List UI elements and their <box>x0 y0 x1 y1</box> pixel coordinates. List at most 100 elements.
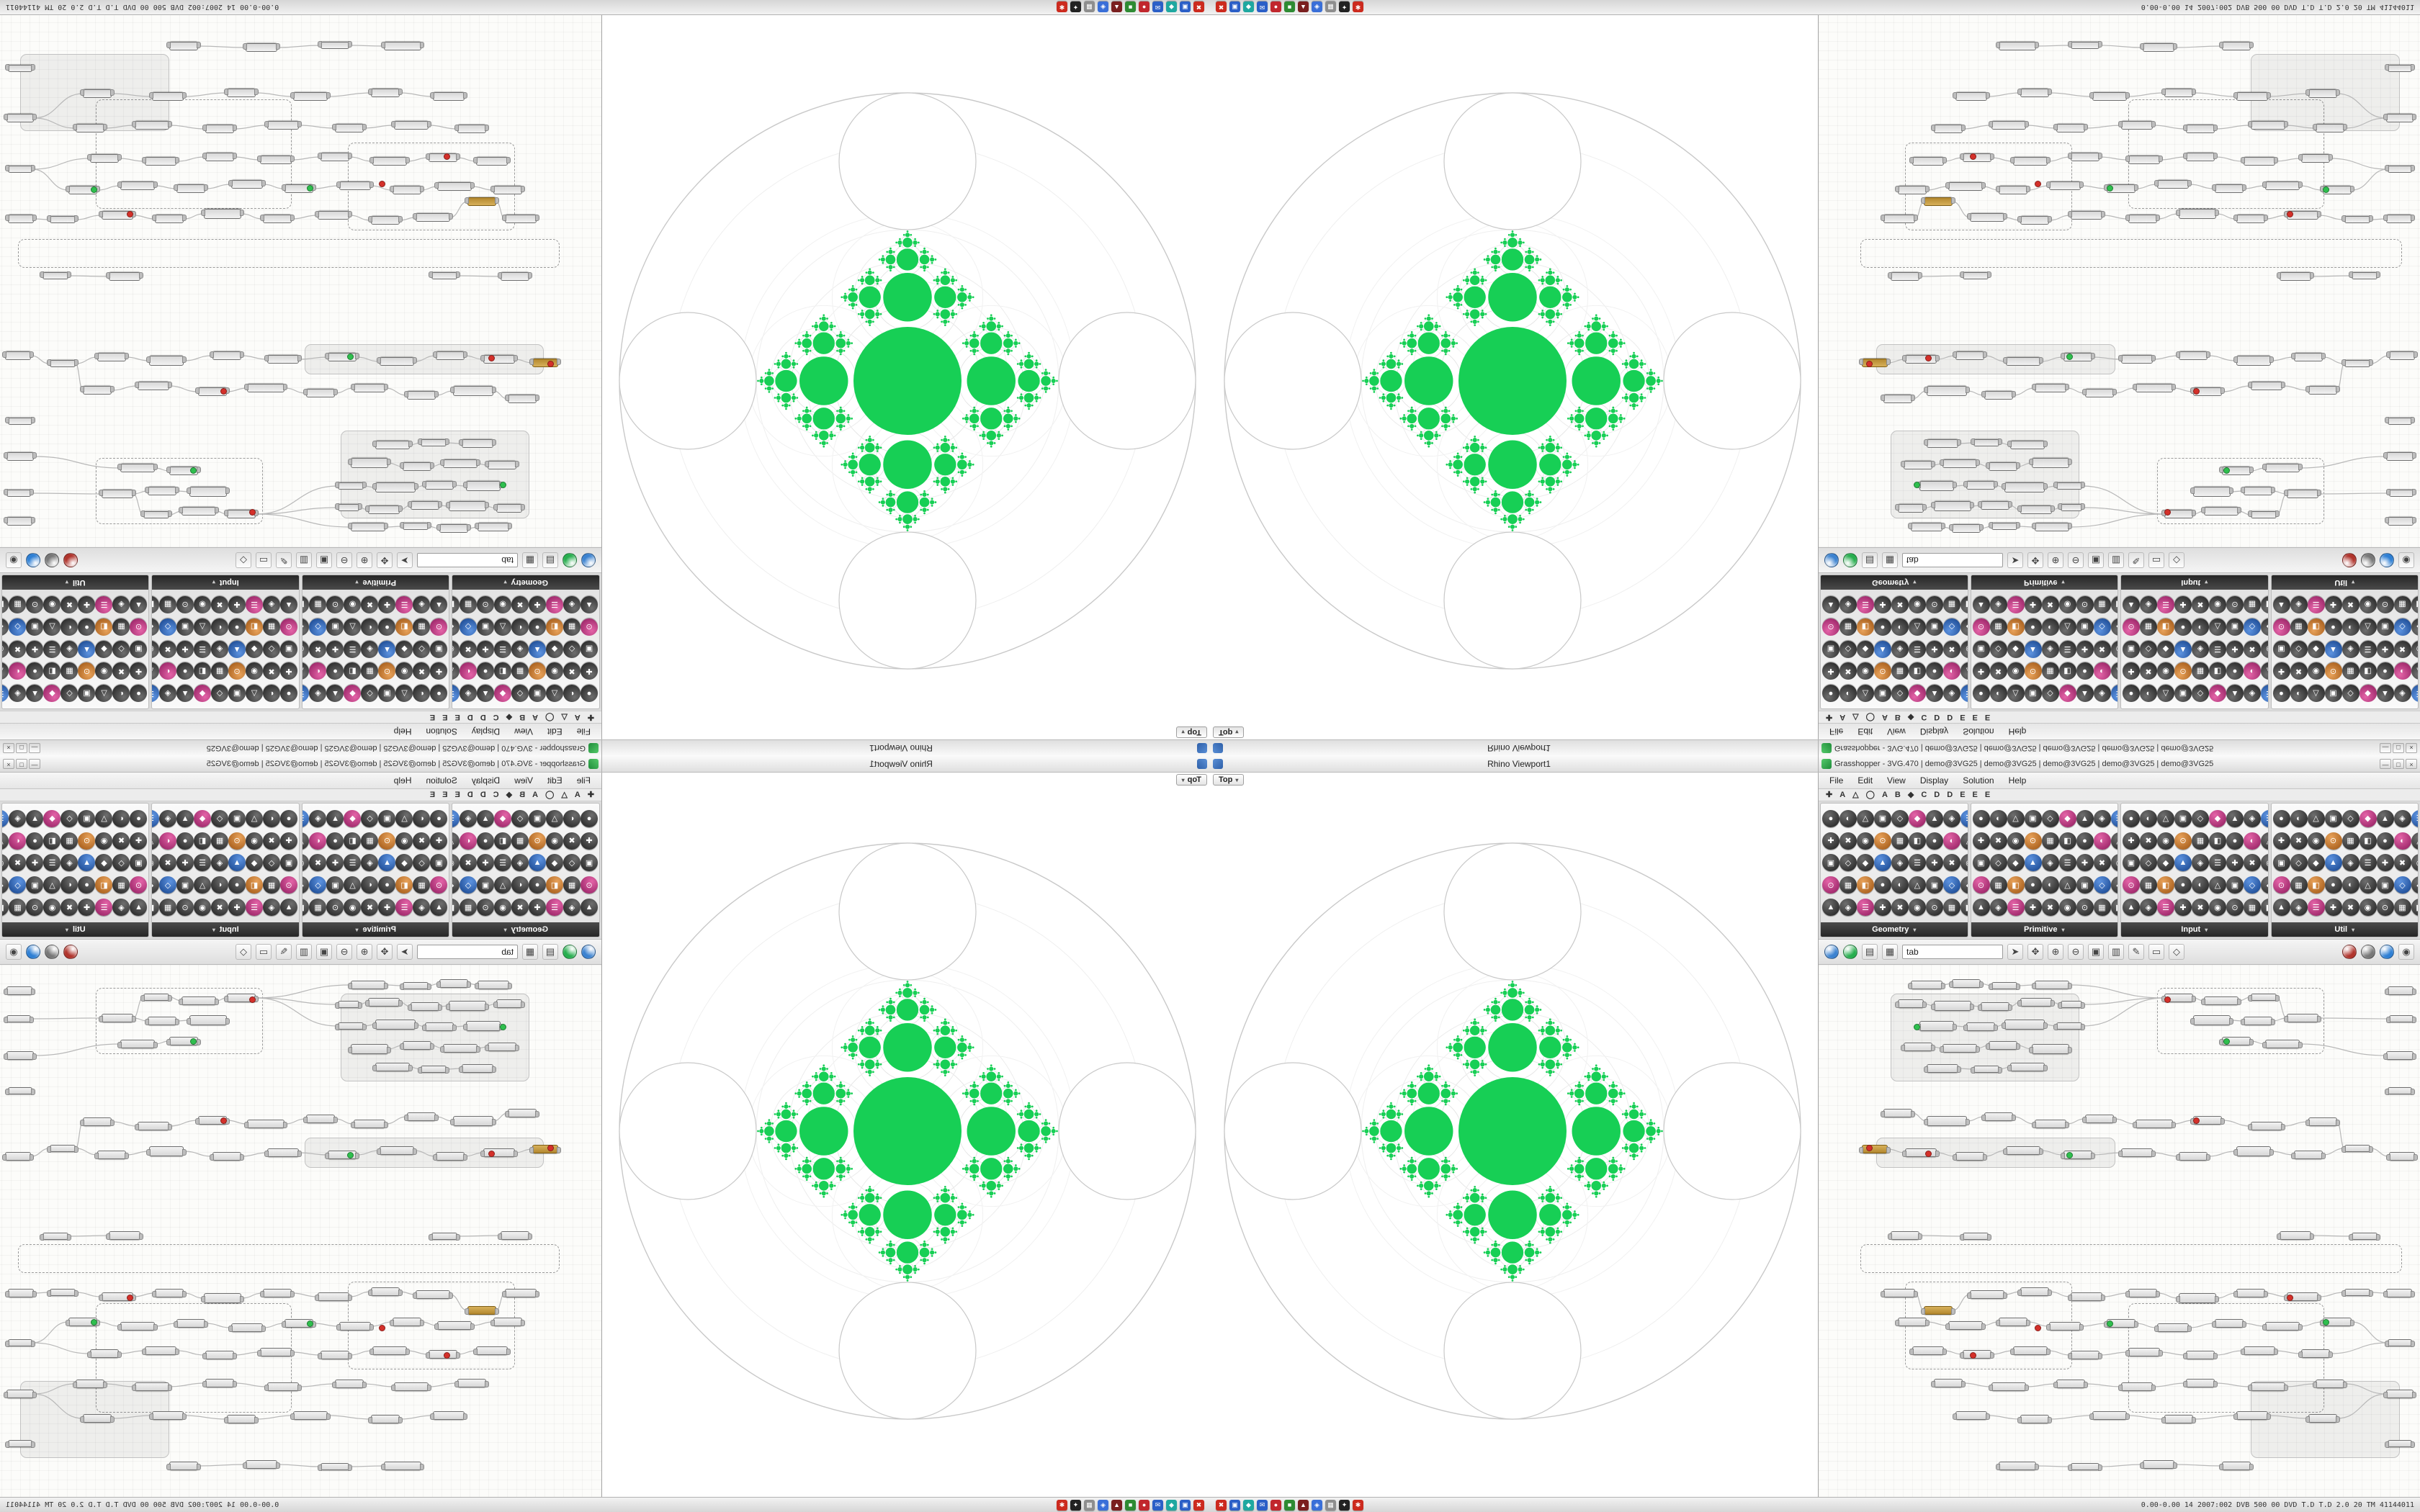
component-icon[interactable]: ✖ <box>1943 640 1960 658</box>
component-icon[interactable]: ◉ <box>546 662 563 680</box>
component-icon[interactable]: ▣ <box>326 876 344 894</box>
component-icon[interactable]: ◐ <box>159 832 176 850</box>
component-icon[interactable]: ✖ <box>563 662 581 680</box>
taskbar-grid-icon[interactable]: ▦ <box>1084 1499 1095 1511</box>
rhino-viewport[interactable]: Top ▾ <box>1210 15 1819 739</box>
component-icon[interactable]: △ <box>1960 662 1968 680</box>
component-icon[interactable]: ◧ <box>2307 876 2325 894</box>
gh-node[interactable] <box>476 157 508 166</box>
pan-tool[interactable]: ✥ <box>377 944 393 960</box>
component-icon[interactable]: ◐ <box>361 876 379 894</box>
component-icon[interactable]: ◇ <box>1943 876 1960 894</box>
gh-node[interactable] <box>1927 439 1958 448</box>
gh-node[interactable] <box>227 1415 256 1423</box>
component-icon[interactable]: ◉ <box>1 854 9 872</box>
gh-node[interactable] <box>429 153 457 162</box>
rhino-viewport[interactable]: Top ▾ <box>1210 773 1819 1497</box>
gh-node[interactable] <box>2035 523 2069 531</box>
component-icon[interactable]: ✖ <box>112 662 130 680</box>
taskbar-app-icon-indigo[interactable]: ◈ <box>1098 1499 1108 1511</box>
component-icon[interactable]: ☰ <box>344 640 362 658</box>
component-icon[interactable]: ✚ <box>2123 832 2140 850</box>
gh-node[interactable] <box>371 1415 400 1423</box>
component-icon[interactable]: ▣ <box>2272 854 2290 872</box>
component-icon[interactable]: ◆ <box>1 618 9 636</box>
component-icon[interactable]: ◇ <box>211 685 228 703</box>
component-icon[interactable]: ◉ <box>1857 832 1874 850</box>
component-icon[interactable]: ▦ <box>2140 618 2157 636</box>
component-icon[interactable]: ▲ <box>477 685 494 703</box>
component-icon[interactable]: ◇ <box>2290 640 2308 658</box>
component-icon[interactable]: ◆ <box>2261 618 2269 636</box>
component-icon[interactable]: ✖ <box>2140 832 2157 850</box>
component-icon[interactable]: ◆ <box>246 854 263 872</box>
component-icon[interactable]: ▲ <box>280 899 297 917</box>
component-icon[interactable]: ◐ <box>413 685 431 703</box>
rhino-viewport[interactable]: Top ▾ <box>601 15 1210 739</box>
component-icon[interactable]: △ <box>2261 832 2268 850</box>
gh-node[interactable] <box>2349 1233 2380 1241</box>
component-icon[interactable]: ◉ <box>494 595 511 613</box>
gh-node[interactable] <box>2248 994 2280 1002</box>
component-icon[interactable]: △ <box>2411 832 2419 850</box>
gh-node[interactable] <box>351 981 385 989</box>
component-icon[interactable]: ▦ <box>9 595 27 613</box>
component-icon[interactable]: ▣ <box>26 618 44 636</box>
category-tab-10[interactable]: E <box>454 713 460 721</box>
category-tab-7[interactable]: C <box>493 713 499 721</box>
gh-node[interactable] <box>2251 121 2285 130</box>
gh-node[interactable] <box>532 1145 558 1153</box>
gh-node[interactable] <box>403 523 429 530</box>
gh-node[interactable] <box>2046 1322 2084 1331</box>
gh-node[interactable] <box>318 211 349 220</box>
gh-node[interactable] <box>375 1020 416 1030</box>
pointer-tool[interactable]: ➤ <box>397 944 413 960</box>
component-icon[interactable]: ◆ <box>194 685 211 703</box>
taskbar-record-icon[interactable]: ● <box>1270 1 1281 13</box>
component-icon[interactable]: ◈ <box>2093 809 2111 827</box>
component-icon[interactable]: ▦ <box>2093 595 2111 613</box>
component-icon[interactable]: ● <box>130 685 148 703</box>
component-icon[interactable]: ● <box>2226 832 2244 850</box>
component-icon[interactable]: ▲ <box>326 809 344 827</box>
component-icon[interactable]: ✚ <box>1822 832 1839 850</box>
component-icon[interactable]: ☰ <box>494 640 511 658</box>
component-icon[interactable]: ▣ <box>581 640 598 658</box>
gh-node[interactable] <box>371 216 400 225</box>
gh-node[interactable] <box>260 1348 292 1356</box>
component-icon[interactable]: △ <box>1857 809 1874 827</box>
component-icon[interactable]: ◉ <box>2411 640 2419 658</box>
preview-off-ball[interactable] <box>63 553 78 567</box>
component-icon[interactable]: ● <box>1926 832 1943 850</box>
component-icon[interactable]: ◇ <box>2192 685 2209 703</box>
component-icon[interactable]: △ <box>95 809 113 827</box>
gh-node[interactable] <box>431 272 457 279</box>
gh-node[interactable] <box>204 1293 241 1303</box>
gh-node[interactable] <box>109 272 140 281</box>
gh-node[interactable] <box>1948 182 1983 191</box>
component-icon[interactable]: ◧ <box>2411 595 2419 613</box>
component-icon[interactable]: ◈ <box>563 595 581 613</box>
gh-node[interactable] <box>2344 216 2370 223</box>
component-icon[interactable]: ◉ <box>452 640 460 658</box>
component-icon[interactable]: ◐ <box>2041 876 2059 894</box>
menu-item-edit[interactable]: Edit <box>547 726 563 737</box>
component-icon[interactable]: ▲ <box>280 595 297 613</box>
gh-node[interactable] <box>109 1231 140 1240</box>
component-icon[interactable]: ⊙ <box>2324 832 2342 850</box>
gh-node[interactable] <box>338 504 359 511</box>
component-icon[interactable]: ◐ <box>1989 685 2007 703</box>
gh-node[interactable] <box>2320 1318 2354 1326</box>
taskbar-grid-icon[interactable]: ▦ <box>1325 1 1336 13</box>
component-icon[interactable]: ✖ <box>1839 832 1857 850</box>
camera-button[interactable]: ◉ <box>2398 552 2414 568</box>
gh-node[interactable] <box>1888 1231 1922 1240</box>
component-icon[interactable]: ◈ <box>1839 595 1857 613</box>
component-icon[interactable]: ◆ <box>2359 685 2377 703</box>
gh-node[interactable] <box>263 215 292 223</box>
component-icon[interactable]: ◇ <box>9 876 27 894</box>
gh-node[interactable] <box>501 1231 529 1240</box>
gh-node[interactable] <box>449 1001 486 1011</box>
gh-node[interactable] <box>466 1021 501 1031</box>
component-icon[interactable]: ◐ <box>460 662 477 680</box>
